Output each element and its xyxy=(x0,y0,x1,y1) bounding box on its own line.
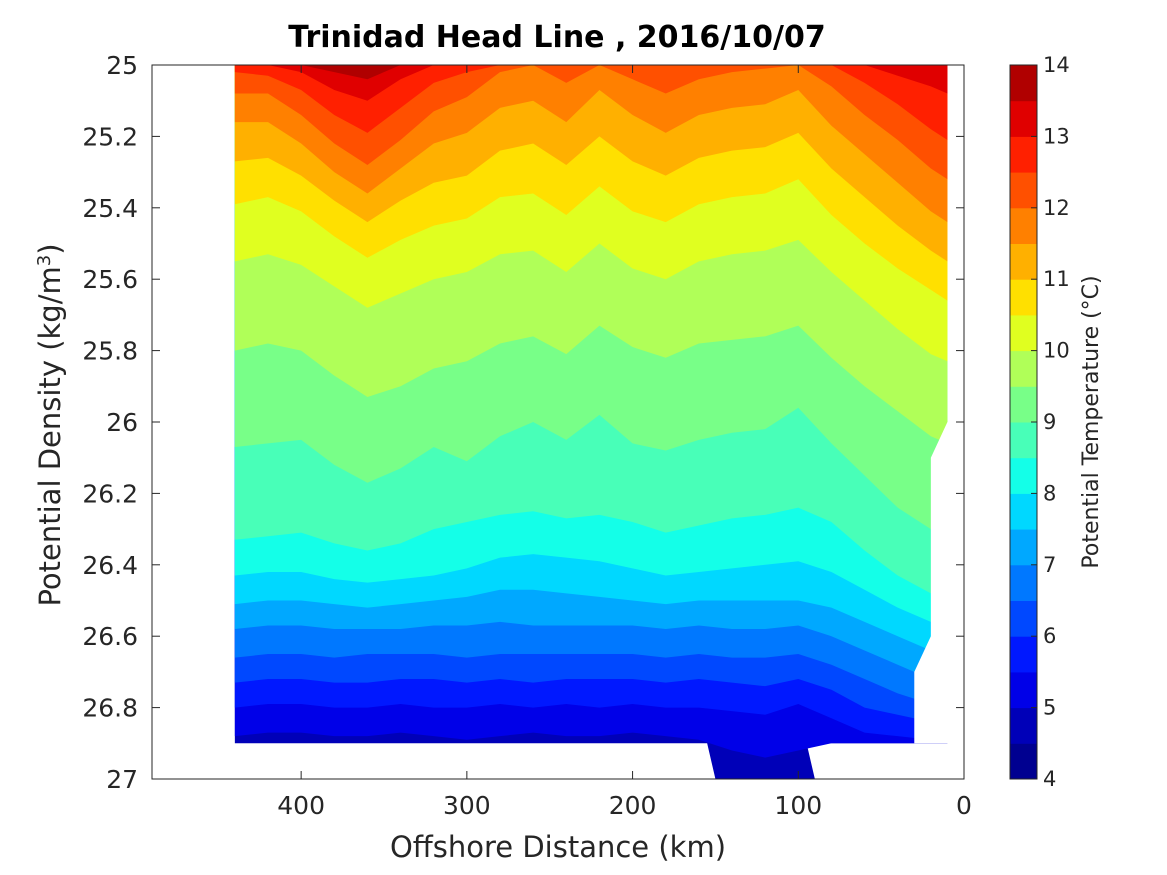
colorbar-segment xyxy=(1010,136,1037,173)
colorbar-tick-label: 10 xyxy=(1043,339,1070,363)
y-tick-label: 26.4 xyxy=(82,551,138,580)
colorbar-segment xyxy=(1010,279,1037,316)
contour-band-12-5 xyxy=(234,65,948,140)
colorbar-tick-label: 5 xyxy=(1043,696,1056,720)
colorbar-segment xyxy=(1010,743,1037,780)
colorbar-label: Potential Temperature (°C) xyxy=(1079,275,1104,568)
x-tick-label: 0 xyxy=(956,791,972,820)
chart-title: Trinidad Head Line , 2016/10/07 xyxy=(288,20,825,55)
contour-band-13-5 xyxy=(234,65,948,80)
y-axis-label: Potential Density (kg/m3) xyxy=(33,243,67,606)
colorbar-segment xyxy=(1010,172,1037,209)
colorbar-tick-label: 6 xyxy=(1043,624,1056,648)
colorbar-tick-label: 11 xyxy=(1043,267,1070,291)
x-tick-label: 400 xyxy=(277,791,325,820)
colorbar-segment xyxy=(1010,636,1037,673)
colorbar-axis: 4 5 6 7 8 9 10 11 12 13 14 xyxy=(1031,53,1070,791)
colorbar-segment xyxy=(1010,207,1037,244)
y-tick-label: 25.6 xyxy=(82,265,138,294)
colorbar-segment xyxy=(1010,243,1037,280)
no-data-region xyxy=(914,422,964,744)
colorbar-tick-label: 8 xyxy=(1043,481,1056,505)
x-axis: 400 300 200 100 0 xyxy=(277,65,972,820)
colorbar-segment xyxy=(1010,350,1037,387)
colorbar-tick-label: 14 xyxy=(1043,53,1070,77)
y-tick-label: 25.2 xyxy=(82,122,138,151)
colorbar xyxy=(1009,64,1038,780)
y-axis-label-main: Potential Density (kg/m xyxy=(33,266,67,606)
y-axis-label-superscript: 3 xyxy=(34,255,55,266)
colorbar-segment xyxy=(1010,671,1037,709)
x-axis-label: Offshore Distance (km) xyxy=(390,830,726,864)
y-tick-label: 25 xyxy=(106,51,138,80)
x-tick-label: 300 xyxy=(443,791,491,820)
x-tick-label: 200 xyxy=(609,791,657,820)
y-tick-label: 25.4 xyxy=(82,194,138,223)
colorbar-tick-label: 7 xyxy=(1043,553,1056,577)
colorbar-segment xyxy=(1010,600,1037,637)
contour-fill-layer xyxy=(234,65,964,779)
colorbar-segment xyxy=(1010,386,1037,423)
colorbar-tick-label: 13 xyxy=(1043,124,1070,148)
colorbar-segment xyxy=(1010,707,1037,744)
colorbar-segment xyxy=(1010,529,1037,566)
colorbar-tick-label: 4 xyxy=(1043,767,1056,791)
contour-band-13 xyxy=(234,65,948,101)
colorbar-segment xyxy=(1010,422,1037,459)
colorbar-segment xyxy=(1010,493,1037,530)
colorbar-segment xyxy=(1010,100,1037,137)
y-tick-label: 26 xyxy=(106,408,138,437)
x-tick-label: 100 xyxy=(774,791,822,820)
y-axis: 25 25.2 25.4 25.6 25.8 26 26.2 26.4 26.6 26.8 27 xyxy=(82,51,964,794)
y-tick-label: 25.8 xyxy=(82,337,138,366)
y-tick-label: 26.2 xyxy=(82,479,138,508)
y-tick-label: 27 xyxy=(106,765,138,794)
colorbar-tick-label: 9 xyxy=(1043,410,1056,434)
y-tick-label: 26.8 xyxy=(82,694,138,723)
colorbar-segment xyxy=(1010,564,1037,601)
colorbar-segment xyxy=(1010,457,1037,494)
colorbar-tick-label: 12 xyxy=(1043,196,1070,220)
y-axis-label-end: ) xyxy=(33,243,67,254)
colorbar-segment xyxy=(1010,65,1037,102)
y-tick-label: 26.6 xyxy=(82,622,138,651)
colorbar-segment xyxy=(1010,314,1037,352)
